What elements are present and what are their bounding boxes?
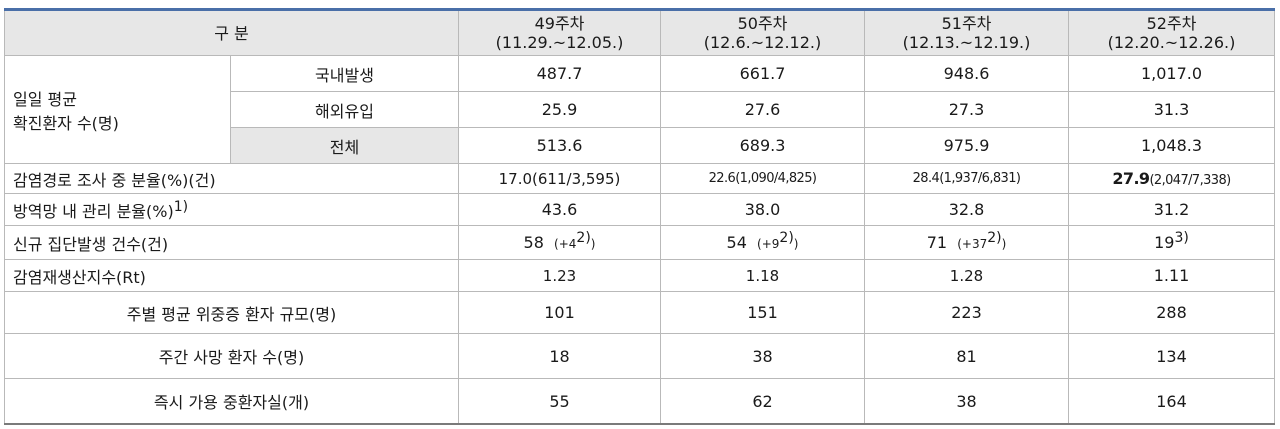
weekly-covid-table: 구 분 49주차 (11.29.~12.05.) 50주차 (12.6.~12.12…: [4, 8, 1275, 425]
table-row: 전체 513.6 689.3 975.9 1,048.3: [5, 127, 1275, 164]
row-label: 주별 평균 위중증 환자 규모(명): [4, 291, 459, 334]
table-cell: 31.2: [1068, 193, 1275, 226]
table-cell: 38: [864, 378, 1069, 425]
table-cell: 18: [458, 333, 661, 379]
table-row: 방역망 내 관리 분율(%)1) 43.6 38.0 32.8 31.2: [4, 193, 1275, 226]
table-row: 주간 사망 환자 수(명) 18 38 81 134: [4, 333, 1275, 379]
table-row: 해외유입 25.9 27.6 27.3 31.3: [5, 91, 1275, 128]
table-cell: 55: [458, 378, 661, 425]
week-header: 50주차 (12.6.~12.12.): [660, 8, 865, 56]
table-cell: 27.9(2,047/7,338): [1068, 163, 1275, 194]
row-label: 감염재생산지수(Rt): [4, 259, 459, 292]
table-row: 일일 평균 확진환자 수(명) 국내발생 487.7 661.7 948.6 1,…: [4, 55, 1275, 164]
table-cell: 975.9: [864, 127, 1069, 164]
table-cell: 27.3: [864, 91, 1069, 128]
table-cell: 81: [864, 333, 1069, 379]
table-cell: 101: [458, 291, 661, 334]
category-header: 구 분: [4, 8, 459, 56]
header-row: 구 분 49주차 (11.29.~12.05.) 50주차 (12.6.~12.12…: [4, 8, 1275, 56]
table-cell: 27.6: [660, 91, 865, 128]
table-cell: 223: [864, 291, 1069, 334]
table-cell: 54 (+92)): [660, 225, 865, 260]
row-label: 국내발생: [230, 55, 459, 92]
row-label: 전체: [230, 127, 459, 164]
table-cell: 1.28: [864, 259, 1069, 292]
row-label: 해외유입: [230, 91, 459, 128]
table-cell: 661.7: [660, 55, 865, 92]
row-label: 즉시 가용 중환자실(개): [4, 378, 459, 425]
table-cell: 1,017.0: [1068, 55, 1275, 92]
table-row: 신규 집단발생 건수(건) 58 (+42)) 54 (+92)) 71 (+3…: [4, 225, 1275, 260]
table-row: 주별 평균 위중증 환자 규모(명) 101 151 223 288: [4, 291, 1275, 334]
table-cell: 1.11: [1068, 259, 1275, 292]
daily-group-label: 일일 평균 확진환자 수(명): [4, 55, 231, 164]
table-cell: 193): [1068, 225, 1275, 260]
table-cell: 689.3: [660, 127, 865, 164]
table-cell: 38.0: [660, 193, 865, 226]
table-cell: 17.0(611/3,595): [458, 163, 661, 194]
table-row: 즉시 가용 중환자실(개) 55 62 38 164: [4, 378, 1275, 425]
table-cell: 134: [1068, 333, 1275, 379]
week-header: 49주차 (11.29.~12.05.): [458, 8, 661, 56]
table-cell: 28.4(1,937/6,831): [864, 163, 1069, 194]
table-cell: 151: [660, 291, 865, 334]
table-cell: 948.6: [864, 55, 1069, 92]
table-cell: 32.8: [864, 193, 1069, 226]
table-cell: 164: [1068, 378, 1275, 425]
row-label: 신규 집단발생 건수(건): [4, 225, 459, 260]
row-label: 주간 사망 환자 수(명): [4, 333, 459, 379]
table-cell: 1,048.3: [1068, 127, 1275, 164]
table-cell: 25.9: [458, 91, 661, 128]
row-label: 감염경로 조사 중 분율(%)(건): [4, 163, 459, 194]
table-cell: 487.7: [458, 55, 661, 92]
table-cell: 22.6(1,090/4,825): [660, 163, 865, 194]
table-cell: 1.18: [660, 259, 865, 292]
table-cell: 62: [660, 378, 865, 425]
week-header: 52주차 (12.20.~12.26.): [1068, 8, 1275, 56]
table-row: 감염재생산지수(Rt) 1.23 1.18 1.28 1.11: [4, 259, 1275, 292]
table-cell: 1.23: [458, 259, 661, 292]
table-cell: 43.6: [458, 193, 661, 226]
table-cell: 31.3: [1068, 91, 1275, 128]
week-header: 51주차 (12.13.~12.19.): [864, 8, 1069, 56]
table-cell: 58 (+42)): [458, 225, 661, 260]
table-cell: 513.6: [458, 127, 661, 164]
row-label: 방역망 내 관리 분율(%)1): [4, 193, 459, 226]
table-cell: 38: [660, 333, 865, 379]
table-cell: 288: [1068, 291, 1275, 334]
footnote-marker: 1): [173, 198, 189, 215]
table-row: 감염경로 조사 중 분율(%)(건) 17.0(611/3,595) 22.6(…: [4, 163, 1275, 194]
table-cell: 71 (+372)): [864, 225, 1069, 260]
